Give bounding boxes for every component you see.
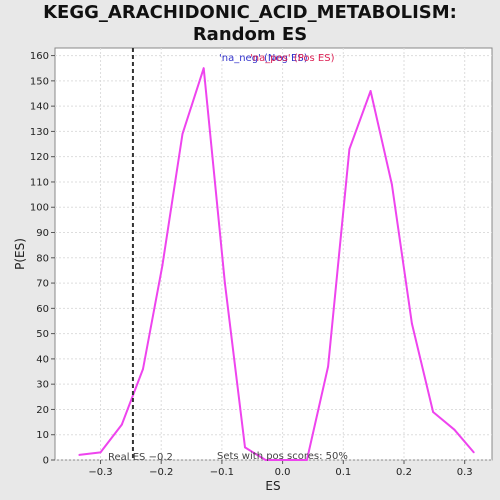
- es-data-point: [181, 133, 184, 135]
- es-data-point: [369, 90, 372, 92]
- real-es-annotation: Real ES −0.2: [108, 452, 173, 463]
- es-data-point: [305, 459, 308, 461]
- es-data-point: [348, 148, 351, 151]
- legend-pos-label: 'na_pos' (Pos ES): [250, 53, 335, 64]
- y-tick-label: 120: [30, 152, 49, 163]
- y-axis-label: P(ES): [13, 238, 27, 270]
- es-data-point: [224, 282, 226, 284]
- y-tick-label: 60: [36, 304, 49, 315]
- pos-scores-annotation: Sets with pos scores: 50%: [217, 451, 348, 462]
- es-data-point: [472, 451, 475, 454]
- x-tick-label: −0.3: [88, 467, 112, 478]
- y-tick-label: 110: [30, 177, 49, 188]
- x-tick-label: −0.1: [210, 467, 234, 478]
- x-tick-label: 0.0: [275, 467, 291, 478]
- y-tick-label: 10: [36, 430, 49, 441]
- y-tick-label: 0: [43, 456, 49, 467]
- es-data-point: [99, 451, 102, 454]
- y-tick-label: 130: [30, 127, 49, 138]
- y-tick-label: 30: [36, 380, 49, 391]
- es-data-point: [244, 446, 246, 449]
- es-data-point: [453, 428, 456, 431]
- axis-ticks: 0 10 20 30 40 50 60 70 80 90 100 110 120 130 140 150 160…: [30, 51, 473, 478]
- x-tick-label: 0.1: [335, 467, 351, 478]
- legend-neg-label: 'na_neg' (Neg ES): [219, 53, 308, 64]
- y-tick-label: 160: [30, 51, 49, 62]
- grid-lines: [55, 48, 492, 461]
- es-data-point: [78, 454, 81, 456]
- plot-area: [54, 47, 493, 461]
- es-data-point: [161, 264, 164, 267]
- y-tick-label: 70: [36, 279, 49, 290]
- y-tick-label: 20: [36, 405, 49, 416]
- y-tick-label: 40: [36, 354, 49, 365]
- es-data-point: [327, 365, 330, 368]
- x-tick-label: 0.2: [396, 467, 412, 478]
- y-tick-label: 140: [30, 102, 49, 113]
- es-data-point: [120, 423, 123, 426]
- es-data-point: [410, 322, 413, 325]
- es-data-point: [202, 67, 205, 70]
- es-data-point: [284, 459, 287, 461]
- x-tick-label: 0.3: [457, 467, 473, 478]
- x-axis-label: ES: [265, 479, 280, 493]
- chart-title-line-1: KEGG_ARACHIDONIC_ACID_METABOLISM: Random…: [43, 2, 457, 45]
- y-tick-label: 150: [30, 76, 49, 87]
- y-tick-label: 100: [30, 203, 49, 214]
- es-data-point: [432, 411, 435, 413]
- y-tick-label: 50: [36, 329, 49, 340]
- y-tick-label: 90: [36, 228, 49, 239]
- es-data-point: [264, 459, 267, 461]
- es-data-point: [390, 183, 393, 186]
- es-distribution-line: [79, 67, 475, 461]
- y-tick-label: 80: [36, 253, 49, 264]
- es-data-point: [142, 368, 144, 370]
- x-tick-label: −0.2: [149, 467, 173, 478]
- series-layer: [78, 67, 475, 461]
